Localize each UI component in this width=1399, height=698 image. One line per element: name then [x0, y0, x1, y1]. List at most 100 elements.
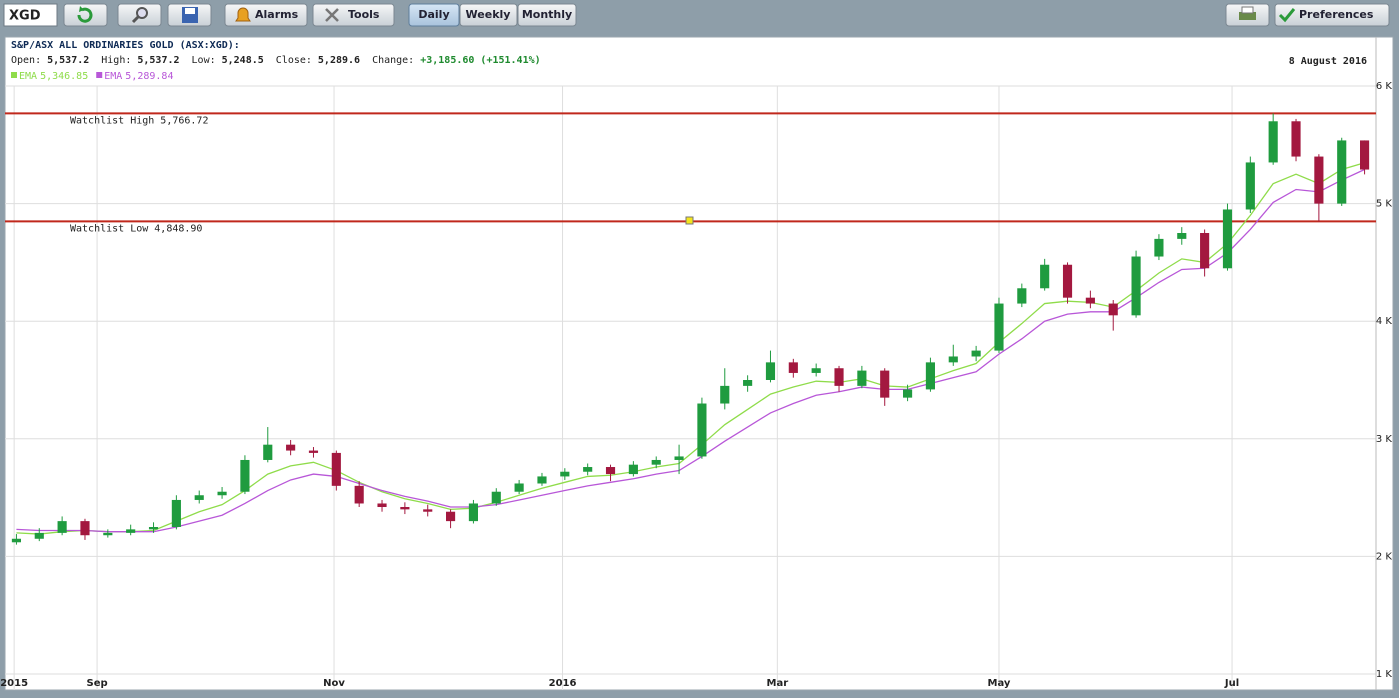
candle-body	[331, 452, 341, 486]
quote-value: 5,537.2	[137, 55, 179, 66]
candle-body	[1222, 209, 1233, 269]
quote-label: Close:	[276, 55, 312, 66]
candle-body	[605, 467, 616, 475]
candle-body	[903, 389, 913, 398]
legend-name: EMA	[104, 71, 122, 82]
candle-body	[583, 467, 593, 472]
candle-body	[1040, 264, 1050, 289]
quote-value: 5,537.2	[47, 55, 89, 66]
refresh-button[interactable]	[63, 3, 108, 27]
preferences-label: Preferences	[1299, 8, 1374, 21]
candle-body	[194, 495, 204, 500]
tools-label: Tools	[348, 8, 380, 21]
candle-body	[857, 370, 867, 386]
candle-body	[1177, 233, 1187, 239]
candle-body	[263, 444, 273, 460]
alarms-button[interactable]: Alarms	[224, 3, 308, 27]
candle-body	[1017, 288, 1027, 304]
plot: 1 K 2 K 3 K 4 K 5 K 6 K 2015 Sep Nov 2016 Mar May Ju…	[0, 37, 1392, 690]
candle-body	[171, 499, 181, 527]
candle-body	[1200, 233, 1210, 269]
candle-body	[1108, 303, 1118, 316]
y-tick-label: 4 K	[1376, 316, 1393, 327]
candle-body	[834, 368, 844, 386]
y-tick-label: 1 K	[1376, 669, 1393, 680]
quote-label: Open:	[11, 55, 41, 66]
daily-button[interactable]: Daily	[408, 3, 460, 27]
x-tick-label: May	[988, 678, 1011, 689]
x-tick-label: Jul	[1224, 678, 1239, 689]
candle-body	[925, 362, 935, 390]
candle-body	[1154, 238, 1164, 257]
candle-body	[1245, 162, 1255, 210]
period-label: Monthly	[522, 8, 572, 21]
candle-body	[1337, 140, 1347, 204]
y-tick-label: 2 K	[1376, 551, 1393, 562]
quote-row: Open: 5,537.2 High: 5,537.2 Low: 5,248.5 Close…	[11, 55, 541, 66]
quote-label: Low:	[192, 55, 216, 66]
candle-body	[80, 521, 90, 536]
weekly-button[interactable]: Weekly	[459, 3, 518, 27]
candle-body	[880, 370, 890, 398]
zoom-button[interactable]	[117, 3, 162, 27]
watchlist-label: Watchlist Low 4,848.90	[70, 223, 202, 234]
chart-panel	[4, 36, 1394, 691]
candle-body	[651, 459, 661, 465]
x-tick-label: Nov	[323, 678, 345, 689]
candle-body	[971, 350, 981, 357]
candle-body	[674, 456, 684, 460]
legend-swatch	[96, 72, 103, 78]
quote-label: Change:	[372, 55, 414, 66]
candle-body	[11, 538, 21, 543]
x-tick-label: 2016	[549, 678, 577, 689]
candle-body	[377, 503, 387, 508]
candle-body	[948, 356, 958, 363]
candle-body	[1291, 121, 1301, 157]
x-tick-label: 2015	[0, 678, 28, 689]
candle-body	[720, 385, 730, 404]
candle-body	[765, 362, 776, 380]
y-tick-label: 3 K	[1376, 434, 1393, 445]
candle-body	[560, 471, 570, 477]
candle-body	[286, 444, 296, 451]
save-button[interactable]	[167, 3, 212, 27]
candle-body	[217, 491, 227, 496]
candle-body	[628, 464, 638, 475]
candle-body	[1360, 140, 1370, 170]
symbol: XGD	[9, 9, 41, 24]
monthly-button[interactable]: Monthly	[517, 3, 577, 27]
candle-body	[148, 527, 159, 530]
period-label: Daily	[418, 8, 449, 21]
candle-body	[1314, 156, 1324, 204]
print-button[interactable]	[1225, 3, 1270, 27]
drag-handle[interactable]	[685, 216, 694, 225]
candle-body	[811, 368, 821, 373]
candle-body	[788, 362, 798, 373]
candle-body	[514, 483, 524, 492]
candle-body	[1062, 264, 1073, 298]
quote-label: High:	[101, 55, 131, 66]
candle-body	[354, 485, 364, 504]
candle-body	[994, 303, 1004, 351]
candle-body	[697, 403, 707, 457]
preferences-button[interactable]: Preferences	[1274, 3, 1390, 27]
legend: EMA 5,346.85 EMA 5,289.84	[11, 71, 173, 82]
quote-value: 5,248.5	[222, 55, 264, 66]
legend-swatch	[11, 72, 17, 78]
candle-body	[57, 521, 67, 533]
legend-value: 5,346.85	[40, 71, 88, 82]
candle-body	[126, 529, 136, 533]
candle-body	[1085, 297, 1095, 304]
tools-button[interactable]: Tools	[312, 3, 395, 27]
watchlist-label: Watchlist High 5,766.72	[70, 115, 208, 126]
candle-body	[468, 503, 478, 522]
quote-date: 8 August 2016	[1289, 56, 1367, 67]
candle-body	[1131, 256, 1141, 316]
candle-body	[743, 380, 753, 386]
candle-body	[423, 509, 433, 512]
period-label: Weekly	[466, 8, 511, 21]
candle-body	[308, 450, 319, 453]
candle-body	[446, 511, 456, 522]
symbol-input[interactable]	[3, 3, 58, 27]
y-tick-label: 6 K	[1376, 81, 1393, 92]
